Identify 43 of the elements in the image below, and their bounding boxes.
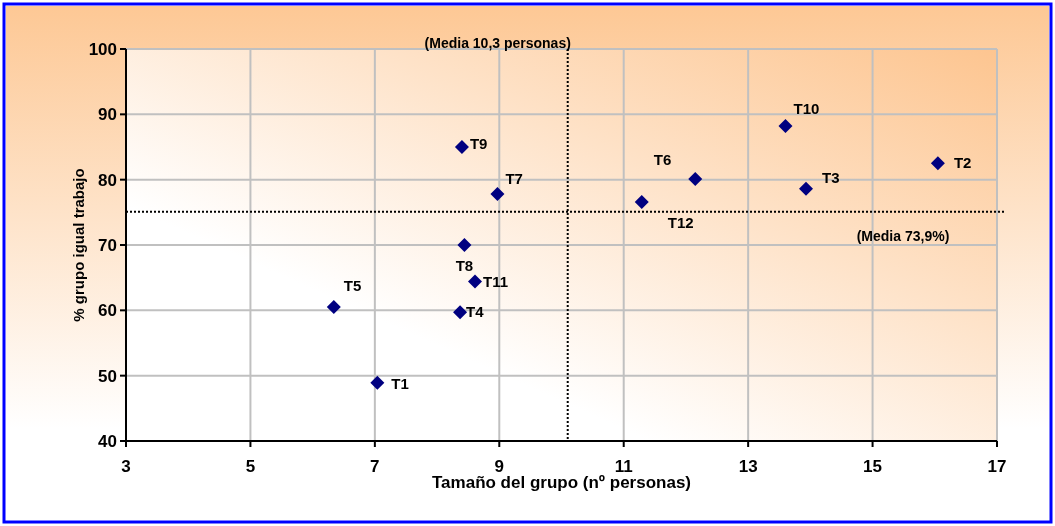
point	[688, 172, 703, 187]
y-tick-label: 60	[98, 301, 117, 321]
y-tick-label: 100	[88, 40, 117, 59]
x-tick-label: 5	[245, 457, 256, 476]
annotation: T8	[455, 257, 474, 274]
point	[490, 187, 505, 202]
x-tick-label: 7	[370, 457, 380, 476]
x-tick-label: 3	[121, 457, 131, 476]
point	[457, 238, 472, 252]
ref-line-label: (Media 10,3 personas)	[424, 35, 571, 51]
y-tick-label: 80	[98, 170, 117, 190]
annotation: T12	[667, 213, 694, 231]
x-tick-label: 15	[863, 457, 883, 476]
annotation: T6	[653, 151, 672, 169]
ref-line-label: (Media 73,9%)	[856, 227, 950, 244]
annotation: T5	[343, 277, 362, 295]
point	[778, 119, 793, 134]
y-axis-title: % grupo igual trabajo	[70, 168, 87, 322]
point	[634, 194, 649, 209]
annotation: T2	[953, 154, 972, 172]
annotation: T11	[483, 272, 509, 290]
annotation: T1	[391, 374, 409, 392]
point	[326, 300, 341, 315]
point	[370, 375, 385, 390]
point	[930, 156, 945, 171]
point	[453, 305, 468, 320]
y-tick-label: 40	[98, 432, 117, 451]
annotation: T4	[466, 303, 485, 321]
x-tick-label: 13	[738, 457, 758, 476]
y-tick-label: 70	[98, 236, 117, 255]
x-axis-title: Tamaño del grupo (nº personas)	[431, 473, 692, 492]
annotation: T10	[793, 100, 820, 118]
x-tick-label: 17	[987, 457, 1007, 476]
x-tick-label: 11	[614, 457, 633, 476]
x-tick-label: 9	[494, 457, 505, 476]
y-tick-label: 50	[98, 366, 117, 386]
point	[799, 181, 813, 196]
point	[454, 140, 469, 154]
y-tick-label: 90	[98, 105, 117, 125]
annotation: T7	[505, 170, 523, 188]
annotation: T9	[469, 135, 488, 152]
point	[468, 274, 483, 289]
annotation: T3	[822, 168, 840, 186]
